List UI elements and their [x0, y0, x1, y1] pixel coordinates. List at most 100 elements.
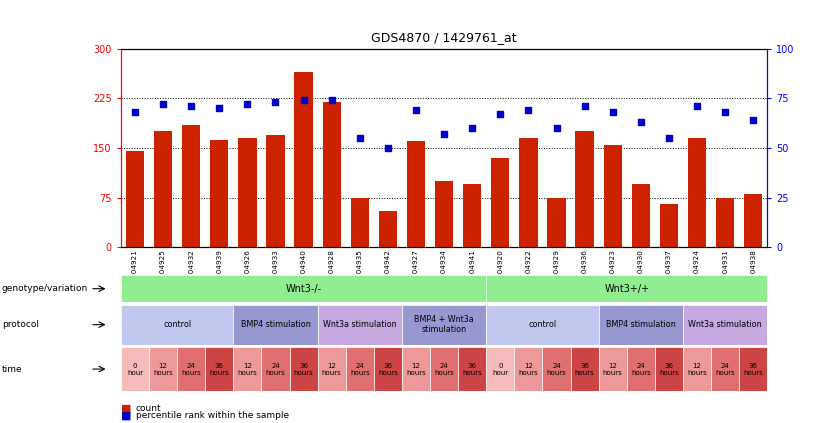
Text: control: control [529, 320, 556, 329]
Bar [121, 275, 486, 302]
Bar [149, 347, 177, 391]
Bar [121, 347, 149, 391]
Text: count: count [136, 404, 162, 413]
Bar [486, 347, 515, 391]
Point [128, 109, 142, 115]
Text: 12
hours: 12 hours [603, 363, 623, 376]
Bar [515, 347, 542, 391]
Point [718, 109, 731, 115]
Bar [374, 347, 402, 391]
Bar [323, 102, 341, 247]
Bar [575, 132, 594, 247]
Text: ■: ■ [121, 403, 132, 413]
Point [353, 135, 366, 141]
Bar [486, 305, 599, 345]
Bar [570, 347, 599, 391]
Bar [660, 204, 678, 247]
Bar [599, 305, 683, 345]
Text: Wnt3-/-: Wnt3-/- [285, 284, 322, 294]
Text: BMP4 stimulation: BMP4 stimulation [241, 320, 310, 329]
Text: control: control [163, 320, 191, 329]
Text: 24
hours: 24 hours [546, 363, 566, 376]
Text: 24
hours: 24 hours [716, 363, 735, 376]
Bar [463, 184, 481, 247]
Text: 24
hours: 24 hours [435, 363, 454, 376]
Text: 24
hours: 24 hours [265, 363, 285, 376]
Text: 36
hours: 36 hours [378, 363, 398, 376]
Bar [346, 347, 374, 391]
Bar [294, 72, 313, 247]
Point [241, 101, 254, 108]
Bar [491, 158, 510, 247]
Text: percentile rank within the sample: percentile rank within the sample [136, 411, 289, 420]
Bar [210, 140, 229, 247]
Point [157, 101, 170, 108]
Text: 12
hours: 12 hours [406, 363, 426, 376]
Point [381, 145, 394, 151]
Text: 36
hours: 36 hours [659, 363, 679, 376]
Text: Wnt3+/+: Wnt3+/+ [604, 284, 650, 294]
Bar [261, 347, 289, 391]
Bar [154, 132, 172, 247]
Bar [126, 151, 144, 247]
Text: 36
hours: 36 hours [575, 363, 595, 376]
Text: 36
hours: 36 hours [294, 363, 314, 376]
Text: 36
hours: 36 hours [743, 363, 763, 376]
Text: 36
hours: 36 hours [462, 363, 482, 376]
Text: Wnt3a stimulation: Wnt3a stimulation [688, 320, 762, 329]
Text: 12
hours: 12 hours [322, 363, 342, 376]
Text: 12
hours: 12 hours [238, 363, 257, 376]
Text: 12
hours: 12 hours [153, 363, 173, 376]
Bar [547, 198, 565, 247]
Bar [599, 347, 627, 391]
Bar [711, 347, 739, 391]
Bar [318, 347, 346, 391]
Text: GDS4870 / 1429761_at: GDS4870 / 1429761_at [371, 31, 517, 44]
Bar [121, 305, 234, 345]
Bar [744, 195, 762, 247]
Text: 12
hours: 12 hours [687, 363, 707, 376]
Bar [350, 198, 369, 247]
Bar [627, 347, 655, 391]
Bar [683, 347, 711, 391]
Text: 0
hour: 0 hour [492, 363, 509, 376]
Bar [234, 305, 318, 345]
Bar [205, 347, 234, 391]
Point [606, 109, 620, 115]
Point [184, 103, 198, 110]
Point [325, 97, 339, 104]
Bar [631, 184, 650, 247]
Text: 24
hours: 24 hours [631, 363, 651, 376]
Bar [520, 138, 538, 247]
Point [297, 97, 310, 104]
Bar [655, 347, 683, 391]
Point [213, 105, 226, 112]
Bar [688, 138, 706, 247]
Bar [177, 347, 205, 391]
Bar [604, 145, 622, 247]
Text: 0
hour: 0 hour [127, 363, 143, 376]
Bar [683, 305, 767, 345]
Bar [458, 347, 486, 391]
Bar [739, 347, 767, 391]
Point [578, 103, 591, 110]
Text: Wnt3a stimulation: Wnt3a stimulation [323, 320, 397, 329]
Bar [234, 347, 261, 391]
Point [522, 107, 535, 114]
Bar [239, 138, 257, 247]
Text: BMP4 + Wnt3a
stimulation: BMP4 + Wnt3a stimulation [414, 315, 474, 334]
Bar [402, 347, 430, 391]
Text: protocol: protocol [2, 320, 38, 329]
Bar [430, 347, 458, 391]
Bar [379, 211, 397, 247]
Point [494, 111, 507, 118]
Point [437, 131, 450, 137]
Bar [266, 135, 284, 247]
Text: ■: ■ [121, 411, 132, 421]
Text: 24
hours: 24 hours [181, 363, 201, 376]
Text: 12
hours: 12 hours [519, 363, 538, 376]
Point [634, 119, 647, 126]
Point [465, 125, 479, 132]
Bar [289, 347, 318, 391]
Text: time: time [2, 365, 23, 374]
